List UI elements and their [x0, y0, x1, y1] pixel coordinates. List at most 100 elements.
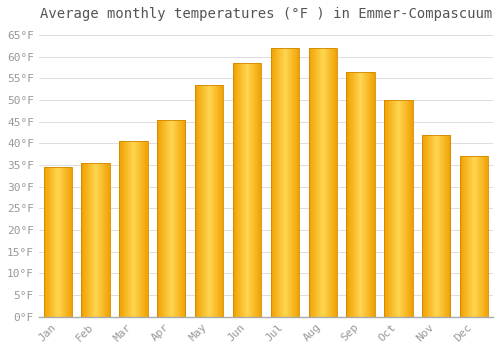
Bar: [240, 63, 241, 317]
Bar: [130, 141, 131, 317]
Bar: [104, 163, 106, 317]
Bar: [293, 48, 294, 317]
Bar: [464, 156, 465, 317]
Bar: [335, 48, 336, 317]
Bar: [209, 85, 210, 317]
Bar: [484, 156, 485, 317]
Bar: [122, 141, 124, 317]
Bar: [396, 100, 398, 317]
Bar: [135, 141, 136, 317]
Bar: [312, 48, 313, 317]
Bar: [248, 63, 249, 317]
Bar: [211, 85, 212, 317]
Bar: [391, 100, 392, 317]
Bar: [272, 48, 273, 317]
Bar: [235, 63, 236, 317]
Bar: [292, 48, 293, 317]
Bar: [444, 135, 445, 317]
Bar: [328, 48, 329, 317]
Bar: [67, 167, 68, 317]
Bar: [45, 167, 46, 317]
Bar: [87, 163, 88, 317]
Bar: [132, 141, 133, 317]
Bar: [392, 100, 394, 317]
Bar: [58, 167, 59, 317]
Bar: [486, 156, 488, 317]
Bar: [198, 85, 199, 317]
Bar: [244, 63, 245, 317]
Bar: [442, 135, 443, 317]
Bar: [236, 63, 237, 317]
Bar: [437, 135, 438, 317]
Bar: [369, 72, 370, 317]
Bar: [210, 85, 211, 317]
Bar: [195, 85, 224, 317]
Bar: [384, 100, 385, 317]
Bar: [441, 135, 442, 317]
Bar: [158, 119, 159, 317]
Bar: [62, 167, 63, 317]
Bar: [270, 48, 299, 317]
Bar: [438, 135, 439, 317]
Bar: [92, 163, 93, 317]
Bar: [406, 100, 407, 317]
Bar: [71, 167, 72, 317]
Bar: [181, 119, 182, 317]
Bar: [199, 85, 200, 317]
Bar: [359, 72, 360, 317]
Bar: [279, 48, 280, 317]
Bar: [430, 135, 431, 317]
Bar: [119, 141, 120, 317]
Bar: [159, 119, 160, 317]
Bar: [400, 100, 402, 317]
Bar: [360, 72, 361, 317]
Bar: [178, 119, 180, 317]
Bar: [214, 85, 215, 317]
Bar: [213, 85, 214, 317]
Bar: [234, 63, 235, 317]
Bar: [169, 119, 170, 317]
Bar: [107, 163, 108, 317]
Bar: [91, 163, 92, 317]
Bar: [106, 163, 107, 317]
Bar: [64, 167, 65, 317]
Bar: [48, 167, 50, 317]
Bar: [334, 48, 336, 317]
Bar: [387, 100, 388, 317]
Bar: [298, 48, 299, 317]
Bar: [402, 100, 403, 317]
Bar: [98, 163, 99, 317]
Bar: [212, 85, 213, 317]
Bar: [278, 48, 280, 317]
Bar: [183, 119, 184, 317]
Bar: [59, 167, 60, 317]
Bar: [297, 48, 298, 317]
Bar: [61, 167, 62, 317]
Bar: [125, 141, 126, 317]
Bar: [324, 48, 325, 317]
Bar: [221, 85, 222, 317]
Bar: [326, 48, 328, 317]
Bar: [466, 156, 467, 317]
Bar: [463, 156, 464, 317]
Bar: [123, 141, 124, 317]
Bar: [311, 48, 312, 317]
Bar: [82, 163, 83, 317]
Bar: [176, 119, 177, 317]
Bar: [346, 72, 375, 317]
Bar: [131, 141, 132, 317]
Bar: [318, 48, 319, 317]
Bar: [317, 48, 318, 317]
Bar: [88, 163, 89, 317]
Bar: [326, 48, 327, 317]
Bar: [331, 48, 332, 317]
Bar: [461, 156, 462, 317]
Bar: [436, 135, 437, 317]
Bar: [120, 141, 121, 317]
Bar: [474, 156, 475, 317]
Bar: [277, 48, 278, 317]
Bar: [250, 63, 251, 317]
Bar: [205, 85, 206, 317]
Bar: [219, 85, 220, 317]
Bar: [55, 167, 56, 317]
